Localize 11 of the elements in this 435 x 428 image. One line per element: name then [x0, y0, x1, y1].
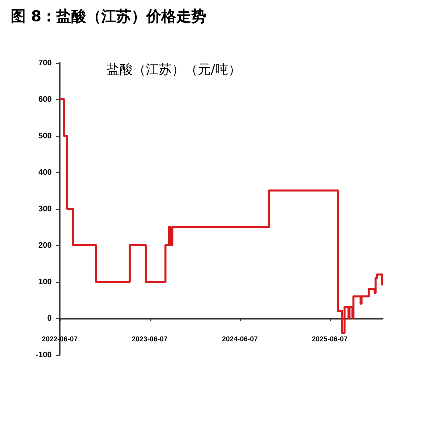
y-tick-label: 700 — [38, 58, 53, 68]
y-tick-label: -100 — [36, 350, 53, 360]
y-tick-label: 100 — [38, 278, 53, 286]
y-axis-title: 盐酸（江苏）（元/吨） — [107, 63, 242, 78]
y-tick-label: 500 — [38, 132, 53, 140]
y-tick-label: 0 — [48, 314, 53, 323]
y-tick-label: 200 — [38, 241, 53, 250]
y-tick-label: 600 — [38, 95, 53, 104]
y-tick-label: 300 — [38, 204, 53, 214]
chart-title: 图 8：盐酸（江苏）价格走势 — [11, 8, 207, 26]
y-tick-label: 400 — [38, 168, 53, 177]
